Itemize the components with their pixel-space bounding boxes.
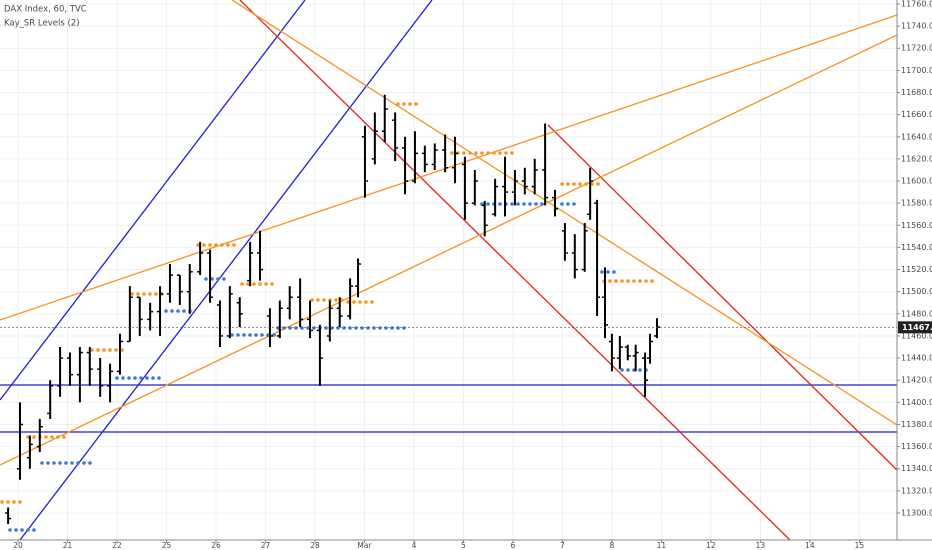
x-tick-label: 14 xyxy=(805,541,815,550)
y-tick-label: 11640.0 xyxy=(901,132,932,141)
y-tick-label: 11480.0 xyxy=(901,309,932,318)
sr-levels xyxy=(0,102,659,532)
orange-trend-line xyxy=(231,0,898,426)
y-tick-label: 11760.0 xyxy=(901,0,932,8)
x-tick-label: 20 xyxy=(13,541,23,550)
red-channel-line xyxy=(547,124,898,471)
orange-trend-line xyxy=(0,14,898,321)
y-tick-label: 11520.0 xyxy=(901,265,932,274)
red-channel-line xyxy=(239,0,791,541)
y-tick-label: 11340.0 xyxy=(901,464,932,473)
x-tick-label: 22 xyxy=(112,541,122,550)
grid xyxy=(0,0,897,540)
resistance-dots xyxy=(0,102,659,504)
x-tick-label: 8 xyxy=(610,541,615,550)
trend-lines xyxy=(0,0,898,541)
x-tick-label: 25 xyxy=(162,541,172,550)
y-tick-label: 11720.0 xyxy=(901,44,932,53)
x-tick-label: 11 xyxy=(657,541,667,550)
y-tick-label: 11680.0 xyxy=(901,88,932,97)
price-axis-bg xyxy=(897,0,932,550)
indicator-label: Kay_SR Levels (2) xyxy=(4,19,80,29)
y-tick-label: 11560.0 xyxy=(901,221,932,230)
price-bars xyxy=(5,94,660,525)
y-tick-label: 11740.0 xyxy=(901,22,932,31)
x-tick-label: 6 xyxy=(511,541,516,550)
last-price-label: 11467.8 xyxy=(902,323,932,332)
time-axis-bg xyxy=(0,540,932,550)
y-tick-label: 11380.0 xyxy=(901,420,932,429)
last-price-box xyxy=(898,321,932,334)
chart-title: DAX Index, 60, TVC xyxy=(4,5,87,15)
blue-trend-line xyxy=(19,0,433,541)
y-tick-label: 11600.0 xyxy=(901,177,932,186)
x-tick-label: 28 xyxy=(310,541,320,550)
orange-trend-line xyxy=(0,34,898,466)
y-tick-label: 11360.0 xyxy=(901,442,932,451)
x-tick-label: 21 xyxy=(63,541,73,550)
y-tick-label: 11460.0 xyxy=(901,331,932,340)
y-tick-label: 11420.0 xyxy=(901,376,932,385)
x-tick-label: 7 xyxy=(560,541,565,550)
support-dots xyxy=(8,202,652,532)
y-tick-label: 11500.0 xyxy=(901,287,932,296)
axes: 11300.0 11320.0 11340.0 11360.0 11380.0 11400… xyxy=(13,0,932,550)
x-tick-label: Mar xyxy=(357,541,372,550)
blue-trend-line xyxy=(0,0,306,401)
x-tick-label: 26 xyxy=(211,541,221,550)
x-tick-label: 4 xyxy=(412,541,417,550)
y-tick-label: 11400.0 xyxy=(901,398,932,407)
y-tick-label: 11300.0 xyxy=(901,509,932,518)
x-tick-label: 15 xyxy=(855,541,865,550)
y-tick-label: 11620.0 xyxy=(901,154,932,163)
x-tick-label: 13 xyxy=(756,541,766,550)
y-tick-label: 11700.0 xyxy=(901,66,932,75)
y-tick-label: 11440.0 xyxy=(901,354,932,363)
x-tick-label: 12 xyxy=(706,541,716,550)
x-tick-label: 5 xyxy=(461,541,466,550)
y-tick-label: 11540.0 xyxy=(901,243,932,252)
y-tick-label: 11320.0 xyxy=(901,486,932,495)
x-tick-label: 27 xyxy=(261,541,271,550)
y-tick-label: 11580.0 xyxy=(901,199,932,208)
y-tick-label: 11660.0 xyxy=(901,110,932,119)
